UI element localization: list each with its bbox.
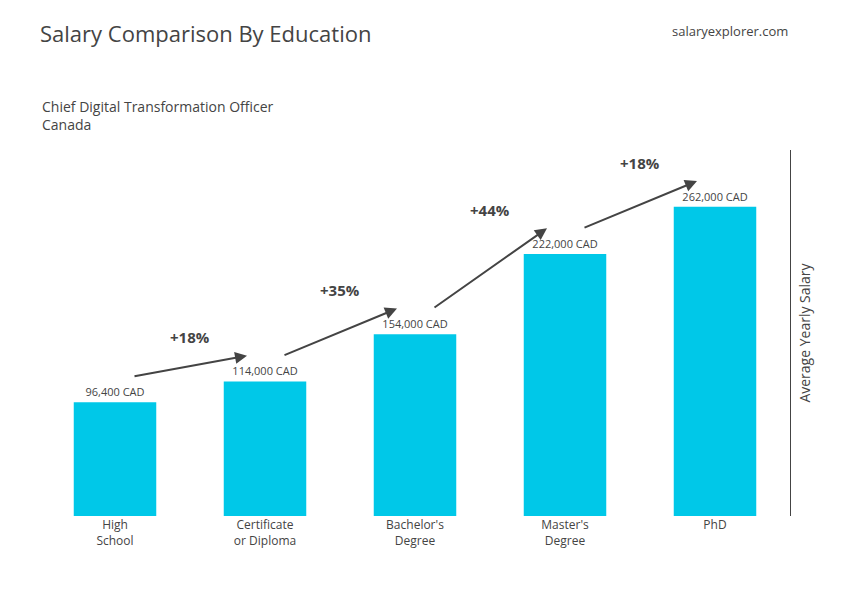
svg-text:262,000 CAD: 262,000 CAD — [682, 189, 747, 204]
svg-text:+18%: +18% — [620, 153, 660, 173]
svg-text:154,000 CAD: 154,000 CAD — [382, 316, 447, 331]
svg-text:Salary Comparison By Education: Salary Comparison By Education — [40, 18, 371, 48]
svg-text:96,400 CAD: 96,400 CAD — [85, 384, 144, 399]
svg-text:PhD: PhD — [703, 516, 726, 533]
svg-text:+44%: +44% — [470, 200, 510, 220]
svg-text:Master'sDegree: Master'sDegree — [541, 516, 589, 549]
svg-text:114,000 CAD: 114,000 CAD — [232, 363, 297, 378]
svg-text:+18%: +18% — [170, 327, 210, 347]
svg-text:+35%: +35% — [320, 280, 360, 300]
svg-text:Average Yearly Salary: Average Yearly Salary — [795, 262, 814, 402]
svg-text:Bachelor'sDegree: Bachelor'sDegree — [386, 516, 444, 549]
svg-text:222,000 CAD: 222,000 CAD — [532, 236, 597, 251]
svg-text:salaryexplorer.com: salaryexplorer.com — [672, 22, 788, 40]
svg-text:Chief Digital Transformation O: Chief Digital Transformation OfficerCana… — [42, 97, 274, 134]
svg-text:HighSchool: HighSchool — [96, 516, 133, 549]
svg-text:Certificateor Diploma: Certificateor Diploma — [234, 516, 296, 549]
